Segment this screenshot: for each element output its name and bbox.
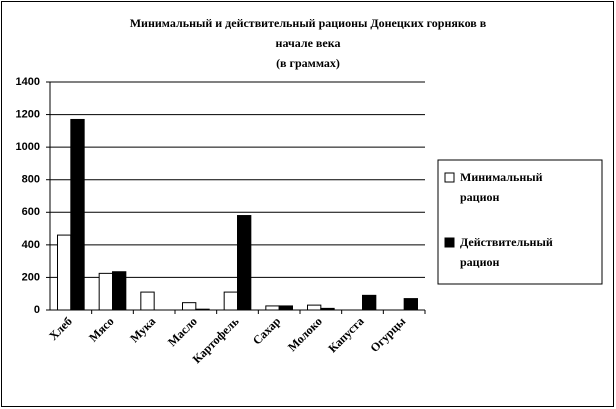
y-tick-label: 1000 [16,141,40,153]
y-tick-label: 800 [22,174,40,186]
y-tick-label: 1400 [16,76,40,88]
bar [237,215,252,311]
bar [182,302,197,311]
legend-label: Действительный рацион [460,235,553,269]
bar [98,272,113,311]
bar [57,234,72,311]
bar [265,305,280,311]
y-tick-label: 600 [22,206,40,218]
legend-box [437,159,603,285]
y-tick-label: 400 [22,239,40,251]
bar [362,294,377,311]
legend-label: Минимальный рацион [460,170,543,204]
legend-label-line: Действительный [460,235,553,249]
y-tick-label: 0 [34,304,40,316]
legend-label-line: рацион [460,190,500,204]
bar [112,271,127,311]
legend-swatch [444,237,455,248]
bar [223,291,239,311]
legend-swatch [444,172,455,183]
legend-label-line: Минимальный [460,170,543,184]
chart-title: начале века [276,36,341,50]
chart-title: Минимальный и действительный рационы Дон… [130,16,487,30]
bar [403,298,418,311]
y-tick-label: 1200 [16,108,40,120]
bar [140,291,155,311]
bar [307,304,322,311]
bar [278,305,293,311]
legend-label-line: рацион [460,255,500,269]
bar [70,118,85,311]
bar [320,307,335,311]
chart-title: (в граммах) [276,56,340,70]
bar [195,308,210,311]
y-tick-label: 200 [22,271,40,283]
